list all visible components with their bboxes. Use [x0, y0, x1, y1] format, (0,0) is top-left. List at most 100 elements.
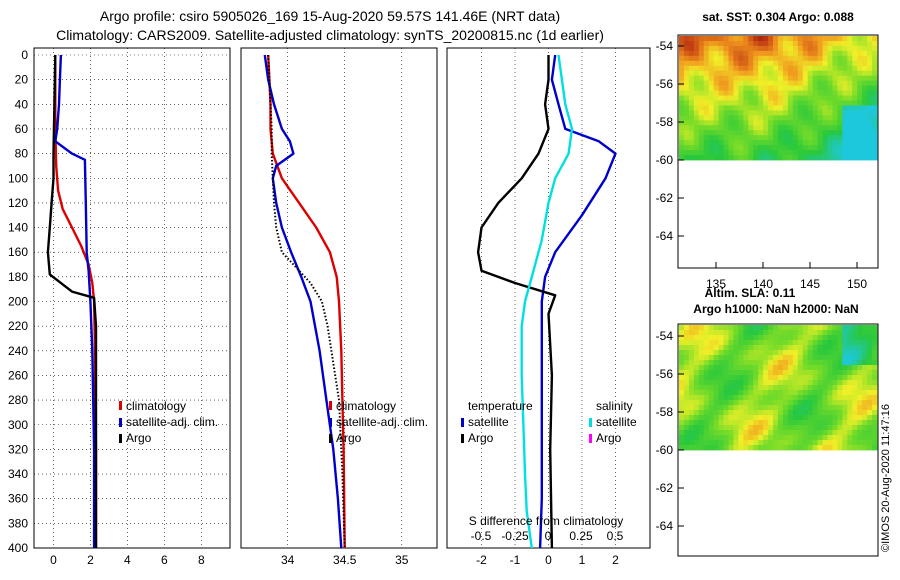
heatmap-cell: [733, 375, 739, 381]
heatmap-cell: [867, 405, 873, 411]
heatmap-cell: [822, 345, 828, 351]
heatmap-cell: [822, 405, 828, 411]
heatmap-cell: [733, 120, 739, 126]
heatmap-cell: [872, 40, 878, 47]
heatmap-cell: [778, 40, 784, 47]
heatmap-cell: [797, 110, 804, 116]
heatmap-cell: [703, 325, 710, 331]
heatmap-cell: [773, 380, 779, 386]
heatmap-cell: [822, 355, 828, 361]
heatmap-cell: [728, 40, 734, 47]
heatmap-cell: [738, 80, 744, 86]
heatmap-cell: [738, 365, 744, 371]
heatmap-cell: [857, 105, 863, 111]
heatmap-cell: [787, 125, 794, 131]
heatmap-cell: [792, 50, 799, 57]
heatmap-cell: [703, 355, 710, 361]
heatmap-cell: [743, 130, 749, 136]
heatmap-cell: [792, 440, 799, 446]
heatmap-cell: [837, 140, 843, 146]
heatmap-cell: [748, 430, 754, 436]
heatmap-cell: [807, 360, 814, 366]
heatmap-cell: [867, 110, 873, 116]
heatmap-cell: [857, 380, 863, 386]
heatmap-cell: [743, 110, 749, 116]
heatmap-cell: [688, 145, 695, 151]
heatmap-cell: [728, 70, 734, 77]
heatmap-cell: [723, 325, 729, 331]
heatmap-cell: [698, 115, 705, 121]
heatmap-cell: [797, 335, 804, 341]
heatmap-cell: [797, 365, 804, 371]
heatmap-cell: [842, 395, 848, 401]
heatmap-cell: [758, 410, 764, 416]
heatmap-cell: [703, 385, 710, 391]
heatmap-cell: [822, 360, 828, 366]
heatmap-cell: [743, 150, 749, 156]
heatmap-cell: [679, 85, 685, 91]
heatmap-cell: [688, 150, 695, 156]
heatmap-cell: [787, 100, 794, 106]
heatmap-cell: [792, 355, 799, 361]
heatmap-cell: [842, 120, 848, 126]
heatmap-cell: [862, 435, 868, 441]
heatmap-cell: [852, 395, 858, 401]
heatmap-cell: [763, 420, 769, 426]
heatmap-cell: [778, 80, 784, 86]
heatmap-cell: [787, 410, 794, 416]
heatmap-cell: [718, 330, 724, 336]
heatmap-cell: [703, 445, 710, 451]
heatmap-cell: [723, 435, 729, 441]
heatmap-cell: [797, 345, 804, 351]
heatmap-cell: [758, 340, 764, 346]
heatmap-cell: [703, 40, 710, 47]
heatmap-cell: [787, 335, 794, 341]
heatmap-cell: [733, 395, 739, 401]
heatmap-cell: [832, 125, 838, 131]
heatmap-cell: [862, 410, 868, 416]
heatmap-cell: [723, 345, 729, 351]
heatmap-cell: [773, 385, 779, 391]
heatmap-cell: [753, 110, 759, 116]
heatmap-cell: [842, 375, 848, 381]
heatmap-cell: [852, 95, 858, 101]
heatmap-cell: [842, 95, 848, 101]
heatmap-cell: [852, 150, 858, 156]
heatmap-cell: [837, 395, 843, 401]
heatmap-cell: [753, 55, 759, 62]
heatmap-cell: [773, 65, 779, 72]
heatmap-cell: [733, 105, 739, 111]
heatmap-cell: [728, 390, 734, 396]
heatmap-cell: [852, 75, 858, 82]
heatmap-cell: [842, 415, 848, 421]
y-tick-label: 360: [8, 492, 28, 506]
heatmap-cell: [738, 400, 744, 406]
heatmap-cell: [703, 345, 710, 351]
temperature-legend: climatology satellite-adj. clim. Argo: [119, 399, 218, 445]
heatmap-cell: [718, 345, 724, 351]
heatmap-cell: [758, 375, 764, 381]
heatmap-cell: [797, 360, 804, 366]
heatmap-cell: [832, 145, 838, 151]
heatmap-cell: [698, 125, 705, 131]
heatmap-cell: [723, 405, 729, 411]
heatmap-cell: [802, 95, 809, 101]
heatmap-cell: [738, 380, 744, 386]
heatmap-cell: [698, 430, 705, 436]
heatmap-cell: [872, 95, 878, 101]
heatmap-cell: [698, 45, 705, 52]
heatmap-cell: [862, 325, 868, 331]
heatmap-cell: [693, 350, 700, 356]
heatmap-cell: [688, 85, 695, 91]
heatmap-cell: [807, 75, 814, 82]
heatmap-cell: [683, 100, 690, 106]
heatmap-cell: [708, 90, 715, 96]
heatmap-cell: [713, 120, 719, 126]
heatmap-cell: [832, 385, 838, 391]
heatmap-cell: [753, 435, 759, 441]
heatmap-cell: [698, 145, 705, 151]
heatmap-cell: [698, 390, 705, 396]
heatmap-cell: [812, 55, 818, 62]
heatmap-cell: [867, 45, 873, 52]
heatmap-cell: [703, 390, 710, 396]
